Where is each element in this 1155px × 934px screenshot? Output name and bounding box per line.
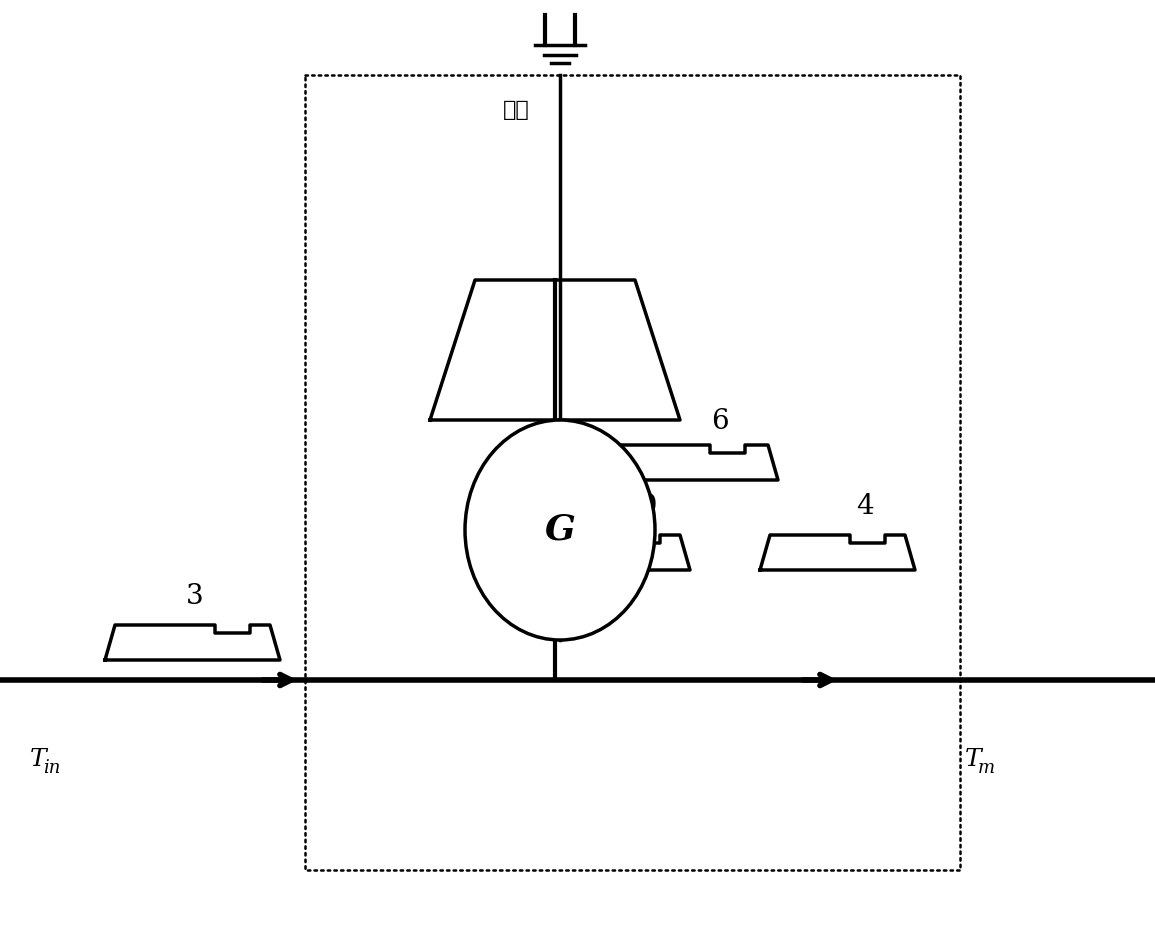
Text: 4: 4 bbox=[856, 493, 874, 520]
Ellipse shape bbox=[465, 420, 655, 640]
Text: m: m bbox=[978, 759, 996, 777]
Text: 6: 6 bbox=[711, 408, 729, 435]
Text: T: T bbox=[964, 748, 982, 771]
Text: 电力: 电力 bbox=[504, 100, 530, 120]
Text: T: T bbox=[30, 748, 46, 771]
Text: in: in bbox=[43, 759, 60, 777]
Text: 3: 3 bbox=[186, 583, 203, 610]
Text: 10: 10 bbox=[623, 493, 657, 520]
Text: G: G bbox=[544, 513, 575, 547]
